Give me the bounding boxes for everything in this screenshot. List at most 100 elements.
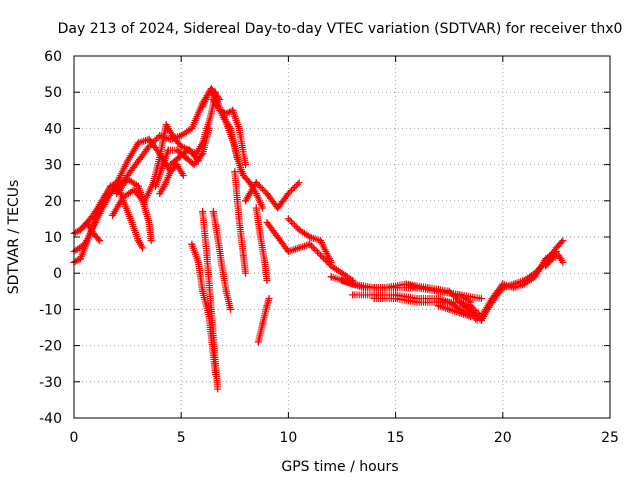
data-point [257, 233, 265, 241]
y-tick-label: -30 [39, 375, 62, 391]
data-point [130, 186, 138, 194]
series-arc-4 [81, 85, 224, 230]
data-point [381, 284, 389, 292]
series-arc-31 [542, 251, 567, 270]
data-point [413, 284, 421, 292]
data-point [81, 222, 89, 230]
data-point [520, 280, 528, 288]
data-point [265, 295, 273, 303]
data-point [134, 139, 142, 147]
data-point [227, 124, 235, 132]
data-point [177, 132, 185, 140]
data-point-trail [199, 208, 211, 257]
series-arc-14 [199, 208, 222, 393]
data-point [194, 258, 202, 266]
data-point [113, 190, 121, 198]
series-arc-18 [254, 295, 273, 346]
x-axis-label: GPS time / hours [281, 459, 398, 475]
data-point [349, 291, 357, 299]
data-point [212, 371, 220, 379]
series-arc-28 [434, 302, 475, 321]
data-point [239, 251, 247, 259]
data-point [222, 287, 230, 295]
data-point [295, 244, 303, 252]
data-point [188, 124, 196, 132]
ticks: 0 5 10 15 20 25 -40 -30 -20 -10 0 10 20 30 40 50 60 [39, 49, 619, 446]
data-point [229, 106, 237, 114]
data-point [555, 251, 563, 259]
data-point [173, 161, 181, 169]
data-point [284, 215, 292, 223]
data-point [559, 237, 567, 245]
y-tick-label: 30 [44, 158, 62, 174]
data-point-trail [257, 233, 268, 264]
data-point [263, 302, 271, 310]
data-point [327, 273, 335, 281]
series-arc-6 [109, 186, 155, 245]
data-point [166, 161, 174, 169]
data-point [467, 305, 475, 313]
series-arc-16 [209, 208, 235, 313]
data-point [179, 171, 187, 179]
x-tick-label: 5 [177, 430, 186, 446]
data-point [218, 262, 226, 270]
x-tick-label: 25 [601, 430, 619, 446]
data-point [413, 298, 421, 306]
data-point [274, 233, 282, 241]
series-arc-9 [156, 161, 187, 198]
data-point [184, 146, 192, 154]
series-arc-30 [477, 247, 560, 321]
data-point [145, 219, 153, 227]
data-point [284, 190, 292, 198]
series-arc-8 [151, 124, 213, 190]
data-point [203, 124, 211, 132]
data-point [175, 153, 183, 161]
data-point [456, 291, 464, 299]
data-point [548, 255, 556, 263]
data-point [227, 305, 235, 313]
data-point [113, 179, 121, 187]
data-point [242, 161, 250, 169]
x-tick-label: 20 [494, 430, 512, 446]
data-point [235, 215, 243, 223]
data-point [177, 143, 185, 150]
y-tick-label: -20 [39, 339, 62, 355]
data-point [145, 143, 153, 150]
data-point [261, 258, 269, 266]
data-point-trail [214, 233, 226, 268]
data-point [456, 309, 464, 317]
data-layer [70, 85, 567, 393]
data-point [158, 164, 166, 172]
data-point [160, 182, 168, 190]
data-point [85, 233, 93, 241]
data-point [531, 273, 539, 281]
data-point [209, 208, 217, 216]
data-point [199, 103, 207, 111]
data-point [199, 287, 207, 295]
data-point [162, 121, 170, 129]
data-point [338, 276, 346, 284]
series-arc-20 [242, 179, 303, 212]
data-point [96, 237, 104, 245]
data-point [542, 255, 550, 263]
data-point [242, 197, 250, 205]
data-point [252, 190, 260, 198]
data-point [192, 150, 200, 158]
series-arc-13 [220, 114, 267, 212]
data-point [231, 168, 239, 176]
data-point [139, 244, 147, 252]
data-point [295, 226, 303, 234]
series-arc-21 [263, 219, 357, 284]
grid [74, 56, 610, 418]
data-point [134, 237, 142, 245]
x-tick-label: 10 [279, 430, 297, 446]
series-arc-15 [188, 240, 220, 379]
data-point [203, 251, 211, 259]
series-arc-29 [456, 237, 567, 324]
data-point [190, 161, 198, 169]
series-arc-27 [402, 280, 485, 303]
data-point-trail [231, 168, 243, 221]
data-point [317, 251, 325, 259]
data-point [164, 146, 172, 154]
data-point [327, 258, 335, 266]
